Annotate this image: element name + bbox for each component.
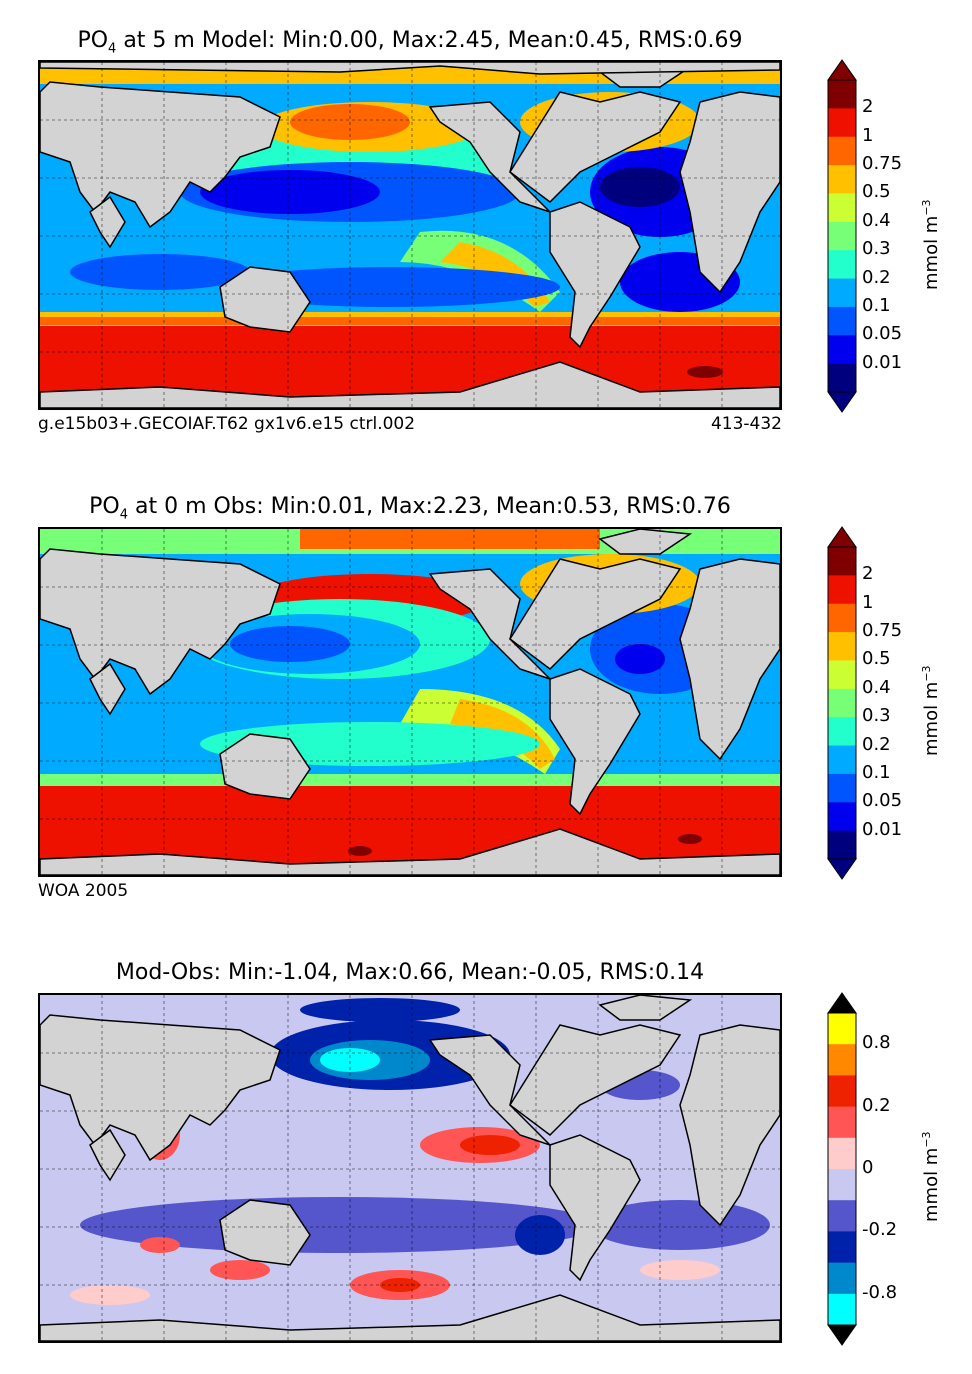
colorbar-swatch xyxy=(828,1013,856,1045)
colorbar-tick-label: 0.1 xyxy=(862,294,891,316)
colorbar-top-arrow xyxy=(827,992,857,1014)
obs-unit-label: mmol m−3 xyxy=(920,665,942,756)
model-colorbar xyxy=(827,59,857,413)
colorbar-tick-label: 0.75 xyxy=(862,153,903,175)
colorbar-swatch xyxy=(828,1137,856,1170)
colorbar-tick-label: 0.75 xyxy=(862,620,903,642)
colorbar-swatch xyxy=(828,363,856,393)
colorbar-bottom-arrow xyxy=(827,391,857,413)
colorbar-swatch xyxy=(828,108,856,138)
colorbar-swatch xyxy=(828,773,856,803)
colorbar-tick-label: 0.3 xyxy=(862,238,891,260)
colorbar-bottom-arrow xyxy=(827,1324,857,1346)
model-case-name: g.e15b03+.GECOIAF.T62 gx1v6.e15 ctrl.002 xyxy=(38,414,416,434)
colorbar-swatch xyxy=(828,165,856,194)
obs-map xyxy=(38,527,782,877)
colorbar-swatch xyxy=(828,660,856,690)
colorbar-swatch xyxy=(828,603,856,633)
colorbar-tick-label: 0.2 xyxy=(862,1094,891,1116)
colorbar-swatch xyxy=(828,136,856,166)
colorbar-tick-label: 0.2 xyxy=(862,266,891,288)
colorbar-bottom-arrow xyxy=(827,858,857,880)
colorbar-swatch xyxy=(828,1262,856,1295)
colorbar-tick-label: 0 xyxy=(862,1157,874,1178)
colorbar-swatch xyxy=(828,250,856,280)
colorbar-swatch xyxy=(828,575,856,605)
diff-map xyxy=(38,993,782,1343)
colorbar-swatch xyxy=(828,717,856,747)
diff-title: Mod-Obs: Min:-1.04, Max:0.66, Mean:-0.05… xyxy=(115,960,705,985)
colorbar-tick-label: 0.4 xyxy=(862,209,891,231)
colorbar-swatch xyxy=(828,688,856,718)
obs-source: WOA 2005 xyxy=(38,881,129,901)
colorbar-tick-label: -0.2 xyxy=(862,1219,898,1241)
colorbar-swatch xyxy=(828,221,856,251)
colorbar-tick-label: 2 xyxy=(862,563,874,585)
colorbar-swatch xyxy=(828,1075,856,1108)
colorbar-tick-label: 0.4 xyxy=(862,676,891,698)
colorbar-tick-label: 0.01 xyxy=(862,818,903,840)
colorbar-swatch xyxy=(828,547,856,576)
colorbar-swatch xyxy=(828,278,856,308)
model-unit-label: mmol m−3 xyxy=(920,199,942,290)
colorbar-top-arrow xyxy=(827,59,857,81)
colorbar-tick-label: 0.1 xyxy=(862,761,891,783)
colorbar-swatch xyxy=(828,335,856,365)
model-years: 413-432 xyxy=(710,414,782,434)
colorbar-tick-label: 2 xyxy=(862,96,874,118)
colorbar-tick-label: 0.5 xyxy=(862,181,891,203)
diff-colorbar xyxy=(827,992,857,1346)
obs-colorbar xyxy=(827,526,857,880)
colorbar-tick-label: 1 xyxy=(862,591,874,613)
colorbar-swatch xyxy=(828,745,856,775)
colorbar-swatch xyxy=(828,193,856,223)
colorbar-tick-label: 0.05 xyxy=(862,323,903,345)
colorbar-swatch xyxy=(828,1169,856,1201)
colorbar-swatch xyxy=(828,1231,856,1264)
colorbar-swatch xyxy=(828,830,856,860)
colorbar-tick-label: 0.01 xyxy=(862,351,903,373)
colorbar-tick-label: 0.5 xyxy=(862,648,891,670)
model-map xyxy=(38,60,782,410)
colorbar-swatch xyxy=(828,802,856,832)
colorbar-tick-label: 0.3 xyxy=(862,705,891,727)
colorbar-tick-label: -0.8 xyxy=(862,1281,898,1303)
colorbar-swatch xyxy=(828,1106,856,1139)
model-title: PO4 at 5 m Model: Min:0.00, Max:2.45, Me… xyxy=(77,28,743,57)
colorbar-swatch xyxy=(828,306,856,336)
colorbar-tick-label: 0.05 xyxy=(862,790,903,812)
colorbar-top-arrow xyxy=(827,526,857,548)
colorbar-tick-label: 0.2 xyxy=(862,733,891,755)
colorbar-swatch xyxy=(828,1044,856,1076)
colorbar-swatch xyxy=(828,80,856,109)
colorbar-swatch xyxy=(828,1200,856,1232)
diff-unit-label: mmol m−3 xyxy=(920,1131,942,1222)
obs-title: PO4 at 0 m Obs: Min:0.01, Max:2.23, Mean… xyxy=(89,494,731,523)
colorbar-swatch xyxy=(828,1293,856,1326)
colorbar-tick-label: 1 xyxy=(862,124,874,146)
colorbar-swatch xyxy=(828,632,856,661)
colorbar-tick-label: 0.8 xyxy=(862,1032,891,1054)
